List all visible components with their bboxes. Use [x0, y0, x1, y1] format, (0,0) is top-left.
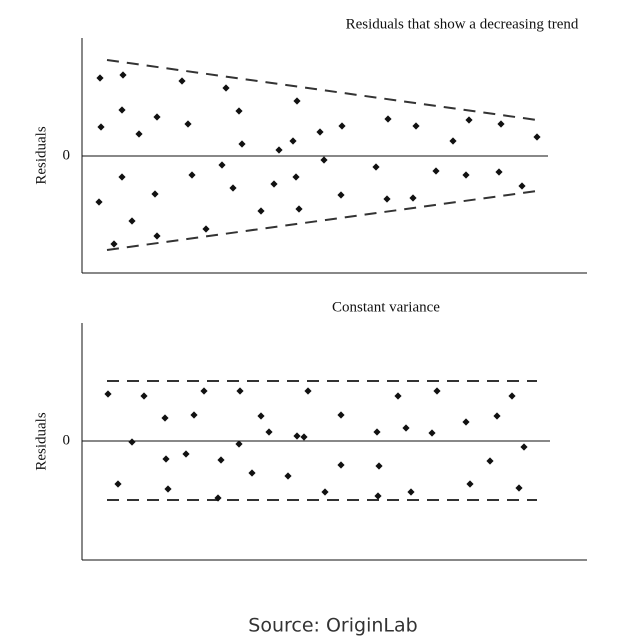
residual-point	[151, 190, 159, 198]
residual-point	[257, 412, 265, 420]
residual-point	[462, 418, 470, 426]
chart-title: Residuals that show a decreasing trend	[346, 16, 579, 32]
residual-point	[304, 387, 312, 395]
bound-line	[106, 59, 538, 121]
residual-point	[270, 180, 278, 188]
residual-point	[493, 412, 501, 420]
residual-point	[466, 480, 474, 488]
residual-point	[433, 387, 441, 395]
residual-point	[190, 411, 198, 419]
residual-point	[409, 194, 417, 202]
residual-point	[257, 207, 265, 215]
residual-point	[316, 128, 324, 136]
residual-point	[128, 438, 136, 446]
residual-point	[265, 428, 273, 436]
residual-point	[293, 97, 301, 105]
residual-point	[161, 414, 169, 422]
residual-point	[97, 123, 105, 131]
residual-point	[114, 480, 122, 488]
residual-point	[135, 130, 143, 138]
residual-point	[497, 120, 505, 128]
residual-point	[486, 457, 494, 465]
residual-point	[495, 168, 503, 176]
residual-point	[374, 492, 382, 500]
residual-point	[235, 440, 243, 448]
residual-point	[515, 484, 523, 492]
residual-point	[118, 106, 126, 114]
residual-point	[533, 133, 541, 141]
residual-point	[293, 432, 301, 440]
residual-point	[520, 443, 528, 451]
residual-point	[153, 113, 161, 121]
residual-point	[248, 469, 256, 477]
residual-point	[412, 122, 420, 130]
residual-point	[432, 167, 440, 175]
residual-point	[300, 433, 308, 441]
residual-point	[217, 456, 225, 464]
residual-point	[200, 387, 208, 395]
source: Source: OriginLab	[248, 615, 417, 637]
residual-point	[402, 424, 410, 432]
residual-point	[289, 137, 297, 145]
residual-point	[321, 488, 329, 496]
residual-point	[394, 392, 402, 400]
residual-point	[338, 122, 346, 130]
residual-point	[164, 485, 172, 493]
residual-point	[384, 115, 392, 123]
y-axis-label: Residuals	[33, 412, 49, 470]
residual-point	[222, 84, 230, 92]
residual-point	[178, 77, 186, 85]
residual-point	[110, 240, 118, 248]
residual-point	[337, 411, 345, 419]
chart-title: Constant variance	[332, 299, 440, 315]
residual-point	[104, 390, 112, 398]
residual-point	[465, 116, 473, 124]
residual-point	[202, 225, 210, 233]
y-tick-label: 0	[63, 432, 71, 448]
residual-point	[383, 195, 391, 203]
residual-point	[275, 146, 283, 154]
residual-point	[449, 137, 457, 145]
residual-point	[462, 171, 470, 179]
residual-point	[95, 198, 103, 206]
bound-line	[106, 190, 538, 251]
residual-point	[214, 494, 222, 502]
residual-point	[184, 120, 192, 128]
residual-point	[428, 429, 436, 437]
y-axis-label: Residuals	[33, 126, 49, 184]
residual-point	[153, 232, 161, 240]
residual-point	[182, 450, 190, 458]
residual-point	[218, 161, 226, 169]
y-tick-label: 0	[63, 147, 71, 163]
residual-point	[238, 140, 246, 148]
residual-point	[372, 163, 380, 171]
residual-point	[407, 488, 415, 496]
residual-point	[284, 472, 292, 480]
residual-point	[236, 387, 244, 395]
residual-point	[320, 156, 328, 164]
residual-point	[337, 461, 345, 469]
residual-point	[337, 191, 345, 199]
residual-point	[128, 217, 136, 225]
residual-point	[188, 171, 196, 179]
residual-point	[518, 182, 526, 190]
residual-point	[375, 462, 383, 470]
residual-point	[118, 173, 126, 181]
residual-point	[119, 71, 127, 79]
residual-point	[295, 205, 303, 213]
residual-point	[373, 428, 381, 436]
residual-point	[229, 184, 237, 192]
residual-point	[96, 74, 104, 82]
residual-point	[235, 107, 243, 115]
residual-point	[162, 455, 170, 463]
residual-point	[140, 392, 148, 400]
residual-point	[508, 392, 516, 400]
residual-point	[292, 173, 300, 181]
